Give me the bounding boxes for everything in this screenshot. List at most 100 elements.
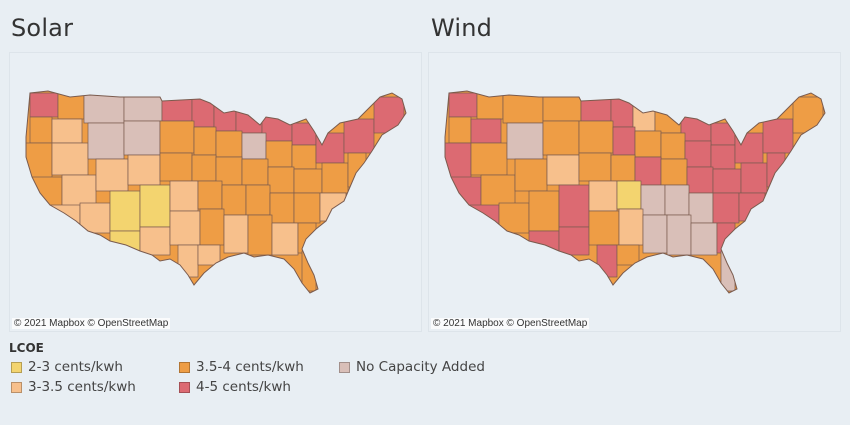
wind-region-52[interactable] (642, 214, 668, 254)
solar-region-29[interactable] (159, 152, 193, 182)
solar-region-30[interactable] (191, 154, 217, 182)
wind-region-45[interactable] (688, 192, 714, 224)
wind-region-57[interactable] (616, 244, 640, 266)
wind-region-44[interactable] (664, 184, 690, 216)
wind-region-19[interactable] (660, 132, 686, 160)
solar-region-43[interactable] (221, 184, 247, 216)
wind-region-37[interactable] (468, 204, 500, 230)
wind-region-51[interactable] (618, 208, 644, 246)
wind-region-39[interactable] (528, 190, 560, 232)
wind-region-24[interactable] (792, 96, 824, 134)
wind-region-40[interactable] (558, 184, 590, 228)
wind-region-4[interactable] (502, 92, 544, 124)
solar-region-33[interactable] (267, 166, 295, 194)
solar-region-8[interactable] (213, 104, 237, 132)
legend-item-3.5-4[interactable]: 3.5-4 cents/kwh (179, 359, 304, 375)
wind-region-36[interactable] (766, 152, 786, 188)
legend-item-3-3.5[interactable]: 3-3.5 cents/kwh (11, 379, 136, 395)
solar-region-40[interactable] (139, 184, 171, 228)
wind-region-46[interactable] (712, 192, 740, 224)
wind-region-47[interactable] (738, 192, 766, 222)
wind-region-5[interactable] (542, 94, 582, 122)
solar-map[interactable]: © 2021 Mapbox © OpenStreetMap (9, 52, 422, 332)
wind-region-8[interactable] (632, 104, 656, 132)
solar-region-24[interactable] (373, 96, 405, 134)
solar-region-14[interactable] (87, 122, 125, 160)
solar-region-45[interactable] (269, 192, 295, 224)
wind-region-34[interactable] (712, 168, 742, 194)
wind-region-33[interactable] (686, 166, 714, 194)
solar-region-22[interactable] (315, 132, 345, 164)
solar-region-49[interactable] (139, 226, 171, 256)
solar-region-37[interactable] (49, 204, 81, 230)
wind-region-54[interactable] (690, 222, 718, 256)
legend-item-4-5[interactable]: 4-5 cents/kwh (179, 379, 291, 395)
wind-region-11[interactable] (710, 122, 736, 146)
solar-region-34[interactable] (293, 168, 323, 194)
wind-region-14[interactable] (506, 122, 544, 160)
solar-region-17[interactable] (193, 126, 217, 156)
solar-region-4[interactable] (83, 92, 125, 124)
solar-region-52[interactable] (223, 214, 249, 254)
solar-region-2[interactable] (29, 116, 53, 144)
wind-region-43[interactable] (640, 184, 666, 216)
wind-region-22[interactable] (734, 132, 764, 164)
solar-region-27[interactable] (95, 158, 129, 192)
solar-region-11[interactable] (291, 122, 317, 146)
solar-region-9[interactable] (235, 110, 263, 134)
wind-region-18[interactable] (634, 130, 662, 158)
solar-region-54[interactable] (271, 222, 299, 256)
legend-item-no-capacity[interactable]: No Capacity Added (339, 359, 485, 375)
wind-region-53[interactable] (666, 214, 692, 256)
wind-region-10[interactable] (680, 116, 712, 142)
wind-region-9[interactable] (654, 110, 682, 134)
solar-region-16[interactable] (159, 120, 195, 154)
solar-region-3[interactable] (51, 118, 83, 144)
wind-region-41[interactable] (588, 180, 618, 212)
wind-region-16[interactable] (578, 120, 614, 154)
wind-region-27[interactable] (514, 158, 548, 192)
solar-region-41[interactable] (169, 180, 199, 212)
wind-region-50[interactable] (588, 210, 620, 246)
solar-region-0[interactable] (29, 92, 59, 118)
wind-region-35[interactable] (740, 162, 768, 194)
wind-region-49[interactable] (558, 226, 590, 256)
solar-region-20[interactable] (265, 140, 293, 168)
wind-region-3[interactable] (470, 118, 502, 144)
solar-region-44[interactable] (245, 184, 271, 216)
solar-region-36[interactable] (347, 152, 367, 188)
wind-region-29[interactable] (578, 152, 612, 182)
wind-region-42[interactable] (616, 180, 642, 210)
solar-region-50[interactable] (169, 210, 201, 246)
solar-map-canvas[interactable] (10, 53, 422, 332)
solar-region-56[interactable] (177, 244, 199, 278)
solar-region-21[interactable] (291, 144, 317, 170)
solar-region-10[interactable] (261, 116, 293, 142)
solar-region-19[interactable] (241, 132, 267, 160)
solar-region-39[interactable] (109, 190, 141, 232)
solar-region-35[interactable] (321, 162, 349, 194)
solar-region-5[interactable] (123, 94, 163, 122)
wind-region-13[interactable] (470, 142, 508, 176)
solar-region-23[interactable] (343, 118, 375, 154)
wind-map[interactable]: © 2021 Mapbox © OpenStreetMap (428, 52, 841, 332)
wind-region-32[interactable] (660, 158, 688, 186)
wind-region-2[interactable] (448, 116, 472, 144)
solar-region-15[interactable] (123, 120, 161, 156)
solar-region-18[interactable] (215, 130, 243, 158)
solar-region-57[interactable] (197, 244, 221, 266)
wind-region-28[interactable] (546, 154, 580, 186)
wind-region-56[interactable] (596, 244, 618, 278)
wind-region-0[interactable] (448, 92, 478, 118)
wind-map-canvas[interactable] (429, 53, 841, 332)
wind-region-15[interactable] (542, 120, 580, 156)
legend-item-2-3[interactable]: 2-3 cents/kwh (11, 359, 123, 375)
solar-region-51[interactable] (199, 208, 225, 246)
solar-region-53[interactable] (247, 214, 273, 256)
solar-region-42[interactable] (197, 180, 223, 210)
wind-region-30[interactable] (610, 154, 636, 182)
wind-region-21[interactable] (710, 144, 736, 170)
solar-region-48[interactable] (109, 230, 141, 252)
wind-region-20[interactable] (684, 140, 712, 168)
solar-region-32[interactable] (241, 158, 269, 186)
